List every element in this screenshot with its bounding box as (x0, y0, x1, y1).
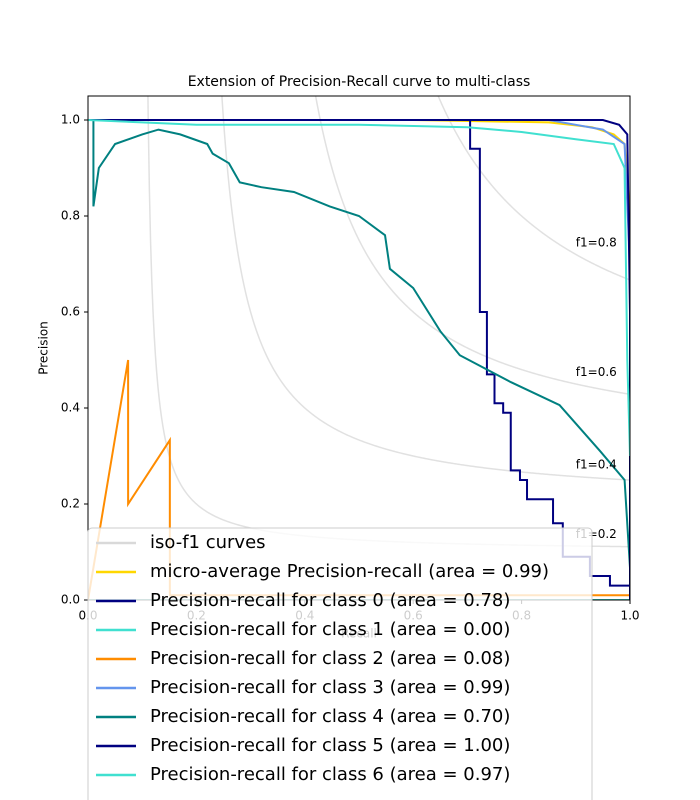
plot-area (88, 96, 630, 600)
y-tick-label: 0.2 (61, 497, 80, 511)
legend-label: micro-average Precision-recall (area = 0… (150, 561, 549, 582)
y-tick-label: 0.4 (61, 401, 80, 415)
iso-f1-label: f1=0.4 (576, 457, 617, 471)
legend-label: Precision-recall for class 1 (area = 0.0… (150, 619, 510, 640)
iso-f1-label: f1=0.8 (576, 235, 617, 249)
legend-box (87, 527, 593, 800)
legend-label: Precision-recall for class 6 (area = 0.9… (150, 764, 510, 785)
y-axis-label: Precision (37, 321, 51, 375)
y-tick-label: 1.0 (61, 113, 80, 127)
pr-curve (88, 119, 630, 457)
y-tick-label: 0.8 (61, 209, 80, 223)
y-tick-label: 0.6 (61, 305, 80, 319)
iso-f1-curve (437, 96, 630, 281)
y-tick-label: 0.0 (61, 593, 80, 607)
legend: iso-f1 curves micro-average Precision-rec… (87, 527, 593, 800)
chart-title: Extension of Precision-Recall curve to m… (188, 74, 531, 90)
pr-curve (88, 119, 630, 568)
legend-label: Precision-recall for class 5 (area = 1.0… (150, 735, 510, 756)
legend-label: Precision-recall for class 4 (area = 0.7… (150, 706, 510, 727)
x-tick-label: 1.0 (620, 609, 639, 623)
iso-f1-curve (221, 96, 630, 481)
legend-label: iso-f1 curves (150, 532, 266, 553)
iso-f1-label: f1=0.6 (576, 365, 617, 379)
legend-label: Precision-recall for class 0 (area = 0.7… (150, 590, 510, 611)
legend-label: Precision-recall for class 2 (area = 0.0… (150, 648, 510, 669)
legend-label: Precision-recall for class 3 (area = 0.9… (150, 677, 510, 698)
pr-curve (88, 119, 630, 600)
